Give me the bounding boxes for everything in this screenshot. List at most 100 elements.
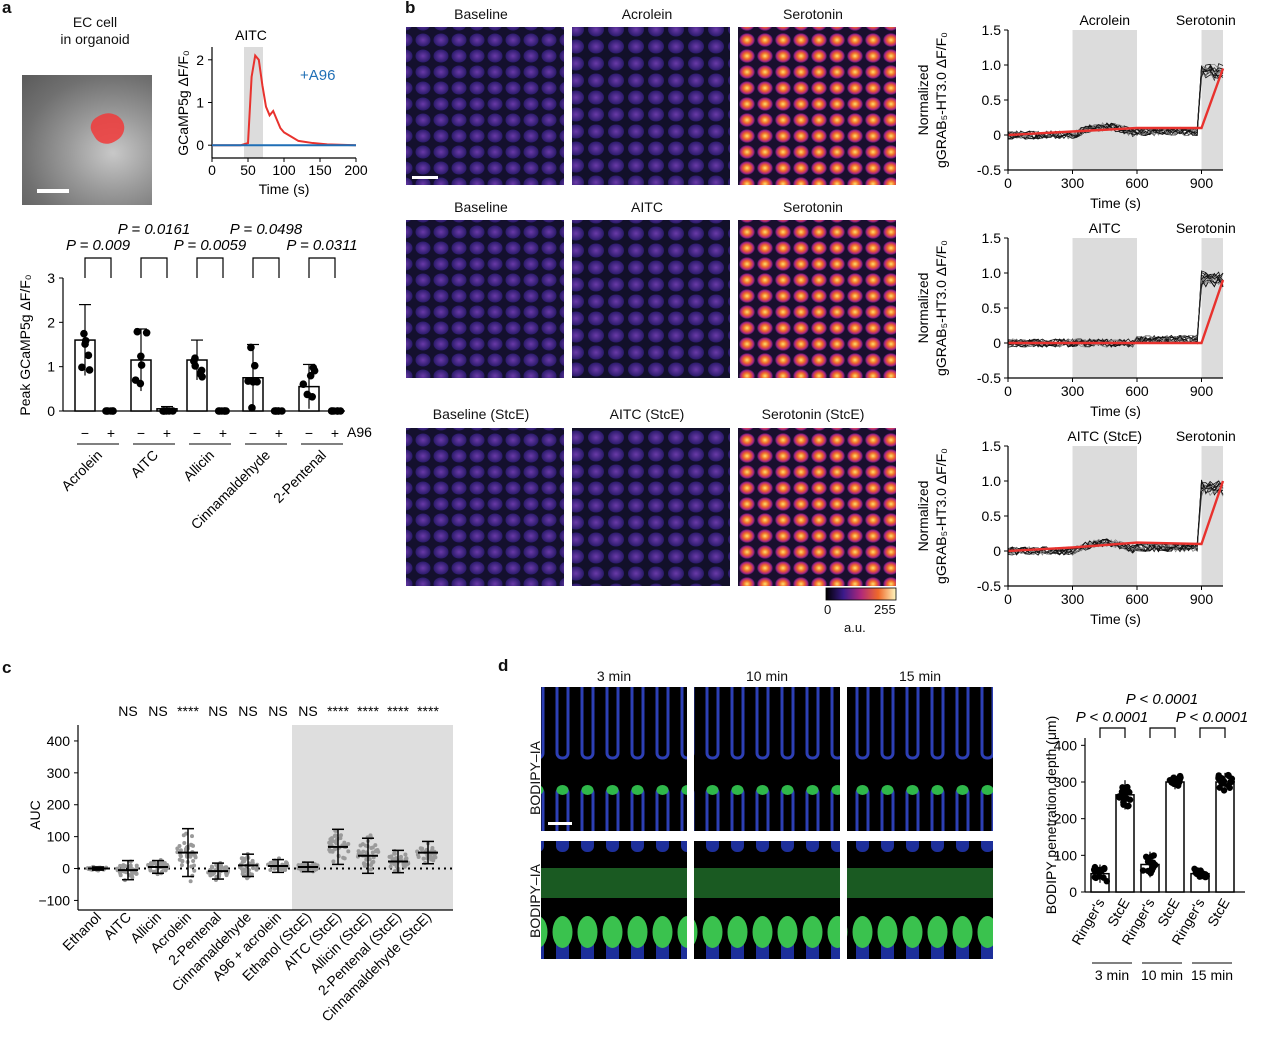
data-point [137, 352, 145, 361]
category-label: Ringer's [1068, 896, 1107, 948]
data-point [169, 407, 177, 415]
panel-label-b: b [405, 0, 416, 17]
p-value: P < 0.0001 [1076, 709, 1148, 726]
y-tick-label: 300 [1054, 774, 1078, 790]
data-point [210, 871, 215, 876]
data-point [81, 340, 89, 348]
peak-y-label: Peak GCaMP5g ΔF/F₀ [17, 274, 33, 415]
data-point [1225, 782, 1232, 789]
data-point [178, 848, 183, 853]
micrograph-title: Serotonin [783, 6, 843, 22]
y-tick-label: -0.5 [977, 578, 1001, 594]
data-point [284, 861, 289, 866]
y-tick-label: -0.5 [977, 162, 1001, 178]
data-point [148, 868, 153, 873]
p-value: P = 0.009 [66, 237, 131, 254]
data-point [241, 856, 246, 861]
sign-label: − [249, 425, 257, 441]
organoid-image [22, 75, 152, 205]
y-tick-label: 0 [62, 861, 70, 877]
significance-label: **** [327, 703, 349, 719]
significance-label: NS [268, 703, 287, 719]
group-label: 3 min [1095, 967, 1129, 983]
aitc-trace-chart: AITC +A96 GCaMP5g ΔF/F₀ Time (s) 0 50 100 1… [175, 27, 368, 197]
data-point [253, 378, 261, 386]
data-point [189, 864, 194, 869]
data-point [387, 854, 392, 859]
data-point [250, 361, 259, 370]
bar [1215, 781, 1235, 893]
significance-label: NS [148, 703, 167, 719]
cell-trace [1007, 68, 1224, 140]
sign-label: + [107, 425, 115, 441]
data-point [85, 366, 94, 374]
significance-bracket [1149, 727, 1176, 738]
stce-shaded-region [292, 725, 453, 910]
y-tick-label: 400 [47, 733, 71, 749]
data-point [247, 343, 255, 352]
y-tick-label: −100 [38, 892, 70, 908]
data-point [240, 871, 245, 876]
x-label: Time (s) [1090, 195, 1141, 211]
data-point [78, 363, 86, 372]
significance-label: NS [118, 703, 137, 719]
sign-label: + [163, 425, 171, 441]
data-point [161, 860, 166, 865]
data-point [346, 841, 351, 846]
x-tick-label: 600 [1125, 591, 1149, 607]
bodipy-micrographs [541, 687, 993, 959]
y-tick-label: 200 [1054, 811, 1078, 827]
data-point [193, 855, 198, 860]
bodipy-y-label: BODIPY penetration depth (μm) [1043, 716, 1059, 914]
micrograph-title: Serotonin [783, 199, 843, 215]
y-tick-label: 0 [993, 127, 1001, 143]
bodipy-stce-15min [847, 841, 993, 959]
data-point [1126, 789, 1133, 796]
x-tick-label: 0 [1004, 591, 1012, 607]
trace-stim-label: AITC [235, 27, 267, 43]
colorbar-unit: a.u. [844, 620, 866, 635]
data-point [254, 867, 259, 872]
p-value: P = 0.0161 [118, 221, 190, 238]
data-point [121, 863, 126, 868]
data-point [1202, 872, 1210, 879]
panel-label-d: d [498, 656, 509, 675]
data-point [118, 871, 123, 876]
data-point [142, 328, 151, 337]
x-tick-label: 0 [1004, 175, 1012, 191]
data-point [198, 372, 206, 381]
micrograph-baseline-2 [406, 220, 564, 378]
micrograph-stim-1 [572, 27, 730, 185]
significance-label: **** [417, 703, 439, 719]
data-point [342, 840, 347, 845]
data-point [189, 842, 194, 847]
data-point [361, 861, 366, 866]
bodipy-stce-3min [541, 841, 687, 959]
x-tick-label: 100 [272, 162, 296, 178]
x-tick-label: 0 [208, 162, 216, 178]
data-point [360, 842, 365, 847]
sign-label: + [331, 425, 339, 441]
data-point [1218, 774, 1225, 782]
trace-a96-label: +A96 [300, 67, 335, 84]
data-point [1176, 776, 1183, 783]
stim-label: AITC [1089, 220, 1121, 236]
micrograph-baseline-3 [406, 428, 564, 586]
data-point [404, 856, 409, 861]
stim-window [1072, 30, 1137, 170]
data-point [182, 840, 187, 845]
x-tick-label: 50 [240, 162, 256, 178]
y-tick-label: 1 [47, 359, 55, 375]
significance-label: NS [298, 703, 317, 719]
stim-window [1072, 446, 1137, 586]
data-point [214, 862, 219, 867]
category-label: Acrolein [58, 447, 105, 494]
sign-label: + [275, 425, 283, 441]
micrograph-title: Serotonin (StcE) [761, 406, 865, 422]
sign-label: − [305, 425, 313, 441]
data-point [403, 852, 408, 857]
significance-bracket [84, 257, 112, 278]
